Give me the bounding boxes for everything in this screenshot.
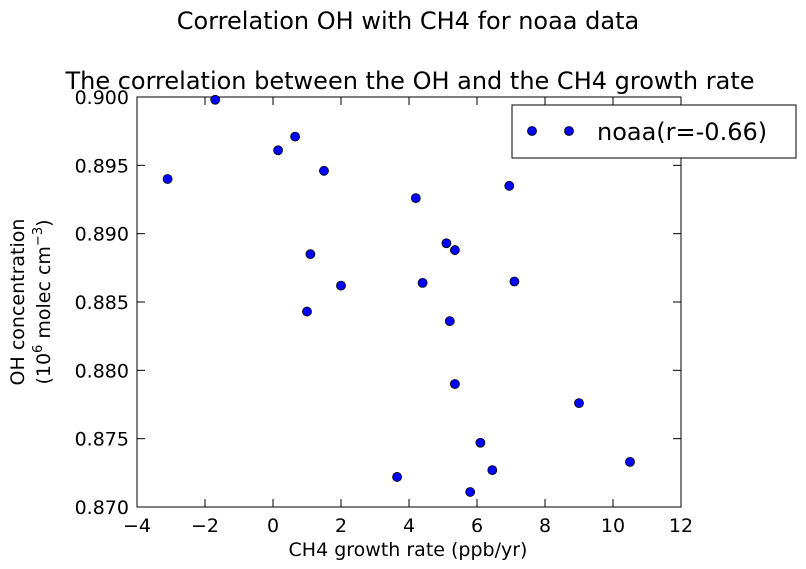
x-tick-label: 12: [669, 515, 693, 537]
x-tick-label: 8: [539, 515, 551, 537]
legend-marker-right: [564, 126, 574, 136]
x-axis-label: CH4 growth rate (ppb/yr): [289, 539, 528, 561]
y-axis-label-line1: OH concentration: [7, 219, 29, 386]
data-point: [441, 238, 452, 249]
y-tick-label: 0.875: [75, 429, 129, 451]
data-point: [336, 280, 346, 291]
data-point: [210, 94, 221, 105]
data-point: [504, 180, 515, 191]
data-point: [449, 245, 460, 255]
data-point: [273, 145, 284, 156]
data-point: [392, 472, 403, 482]
y-axis-label-line2: (106 molec cm−3): [31, 219, 55, 384]
x-tick-label: 4: [403, 515, 415, 537]
data-point: [410, 193, 421, 204]
legend-marker-left: [527, 126, 537, 136]
data-point: [465, 487, 476, 497]
data-point: [319, 165, 329, 176]
data-point: [444, 316, 455, 327]
y-tick-label: 0.890: [75, 224, 129, 246]
chart-title: The correlation between the OH and the C…: [64, 67, 754, 95]
x-tick-label: 10: [601, 515, 625, 537]
chart-suptitle: Correlation OH with CH4 for noaa data: [177, 7, 639, 35]
x-tick-label: 0: [267, 515, 279, 537]
data-point: [487, 465, 498, 476]
y-tick-label: 0.885: [75, 292, 129, 314]
x-tick-label: −2: [191, 515, 219, 537]
data-point: [162, 174, 173, 184]
data-point: [305, 249, 316, 260]
legend-entry-noaa: noaa(r=-0.66): [597, 118, 767, 146]
data-point: [509, 276, 520, 287]
data-point: [574, 398, 584, 409]
data-point: [449, 379, 460, 389]
x-tick-label: 2: [335, 515, 347, 537]
data-point: [475, 437, 486, 448]
data-point: [625, 456, 635, 467]
legend: noaa(r=-0.66): [511, 104, 797, 159]
y-tick-label: 0.880: [75, 360, 129, 382]
x-tick-label: −4: [123, 515, 151, 537]
data-point: [417, 277, 428, 288]
x-tick-label: 6: [471, 515, 483, 537]
data-point: [290, 131, 301, 142]
data-point: [302, 306, 312, 317]
legend-box: [511, 104, 797, 159]
y-axis-label: OH concentration (106 molec cm−3): [7, 219, 55, 386]
y-tick-label: 0.895: [75, 155, 129, 177]
y-tick-label: 0.900: [75, 87, 129, 109]
y-tick-label: 0.870: [75, 497, 129, 519]
